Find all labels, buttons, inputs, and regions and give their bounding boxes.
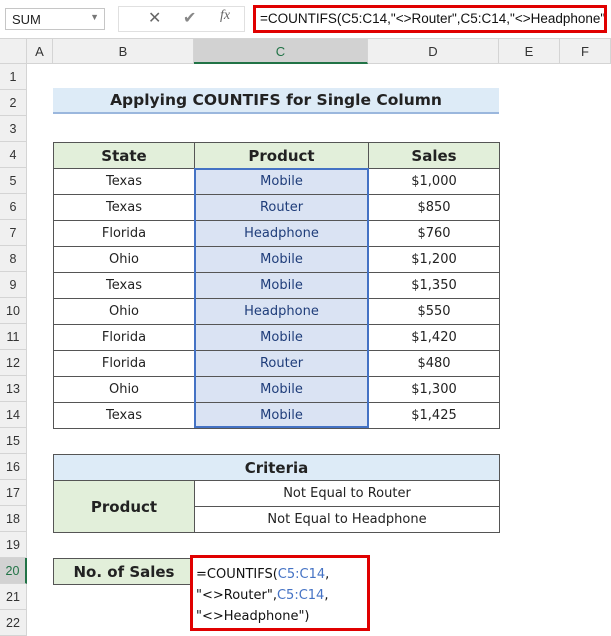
row-header-11[interactable]: 11	[0, 324, 27, 350]
table-cell[interactable]: $850	[368, 194, 500, 221]
row-header-4[interactable]: 4	[0, 142, 27, 168]
table-cell[interactable]: Router	[194, 194, 369, 221]
criteria-header[interactable]: Criteria	[53, 454, 500, 481]
table-header-product[interactable]: Product	[194, 142, 369, 169]
cancel-icon[interactable]: ✕	[148, 10, 162, 27]
table-cell[interactable]: $1,300	[368, 376, 500, 403]
page-title: Applying COUNTIFS for Single Column	[53, 88, 499, 114]
criteria-value[interactable]: Not Equal to Router	[194, 480, 500, 507]
table-cell[interactable]: Ohio	[53, 298, 195, 325]
formula-input[interactable]: =COUNTIFS(C5:C14,"<>Router",C5:C14,"<>He…	[253, 5, 607, 33]
formula-buttons	[118, 6, 245, 32]
formula-text: ,	[324, 588, 329, 603]
row-header-6[interactable]: 6	[0, 194, 27, 220]
criteria-label[interactable]: Product	[53, 480, 195, 533]
column-header-A[interactable]: A	[27, 39, 53, 64]
row-header-2[interactable]: 2	[0, 90, 27, 116]
enter-icon[interactable]: ✔	[183, 10, 197, 27]
table-cell[interactable]: Mobile	[194, 168, 369, 195]
row-header-21[interactable]: 21	[0, 584, 27, 610]
row-header-16[interactable]: 16	[0, 454, 27, 480]
column-header-C[interactable]: C	[194, 39, 368, 64]
column-header-B[interactable]: B	[53, 39, 194, 64]
row-header-3[interactable]: 3	[0, 116, 27, 142]
formula-reference: C5:C14	[276, 588, 325, 603]
table-cell[interactable]: Texas	[53, 272, 195, 299]
row-header-1[interactable]: 1	[0, 64, 27, 90]
row-header-22[interactable]: 22	[0, 610, 27, 636]
row-header-14[interactable]: 14	[0, 402, 27, 428]
row-header-15[interactable]: 15	[0, 428, 27, 454]
table-cell[interactable]: $1,200	[368, 246, 500, 273]
table-cell[interactable]: Mobile	[194, 402, 369, 429]
table-cell[interactable]: Mobile	[194, 246, 369, 273]
row-header-19[interactable]: 19	[0, 532, 27, 558]
table-header-state[interactable]: State	[53, 142, 195, 169]
insert-function-icon[interactable]: fx	[220, 8, 231, 23]
table-cell[interactable]: Headphone	[194, 298, 369, 325]
criteria-value[interactable]: Not Equal to Headphone	[194, 506, 500, 533]
row-header-7[interactable]: 7	[0, 220, 27, 246]
table-header-sales[interactable]: Sales	[368, 142, 500, 169]
formula-text: ,	[325, 567, 330, 582]
table-cell[interactable]: Mobile	[194, 324, 369, 351]
table-cell[interactable]: $480	[368, 350, 500, 377]
row-header-8[interactable]: 8	[0, 246, 27, 272]
formula-reference: C5:C14	[277, 567, 326, 582]
table-cell[interactable]: Mobile	[194, 272, 369, 299]
table-cell[interactable]: $1,425	[368, 402, 500, 429]
row-header-18[interactable]: 18	[0, 506, 27, 532]
column-header-D[interactable]: D	[368, 39, 499, 64]
table-cell[interactable]: $1,350	[368, 272, 500, 299]
table-cell[interactable]: $1,000	[368, 168, 500, 195]
row-header-12[interactable]: 12	[0, 350, 27, 376]
cell-editor[interactable]: =COUNTIFS(C5:C14, "<>Router",C5:C14, "<>He…	[190, 555, 370, 631]
formula-bar: SUM ▼ ✕ ✔ fx =COUNTIFS(C5:C14,"<>Router",…	[0, 0, 611, 39]
select-all-button[interactable]	[0, 39, 27, 64]
formula-text: "<>Router",	[196, 588, 277, 603]
table-cell[interactable]: Ohio	[53, 376, 195, 403]
row-header-9[interactable]: 9	[0, 272, 27, 298]
table-cell[interactable]: Mobile	[194, 376, 369, 403]
table-cell[interactable]: Florida	[53, 324, 195, 351]
result-label[interactable]: No. of Sales	[53, 558, 195, 585]
table-cell[interactable]: Headphone	[194, 220, 369, 247]
table-cell[interactable]: Texas	[53, 168, 195, 195]
row-header-10[interactable]: 10	[0, 298, 27, 324]
formula-text: =COUNTIFS(	[196, 567, 278, 582]
table-cell[interactable]: $1,420	[368, 324, 500, 351]
table-cell[interactable]: Texas	[53, 194, 195, 221]
table-cell[interactable]: Texas	[53, 402, 195, 429]
table-cell[interactable]: Florida	[53, 350, 195, 377]
table-cell[interactable]: Florida	[53, 220, 195, 247]
row-header-13[interactable]: 13	[0, 376, 27, 402]
row-header-17[interactable]: 17	[0, 480, 27, 506]
column-header-E[interactable]: E	[499, 39, 560, 64]
name-box[interactable]: SUM ▼	[5, 8, 105, 30]
table-cell[interactable]: $760	[368, 220, 500, 247]
table-cell[interactable]: Router	[194, 350, 369, 377]
column-header-F[interactable]: F	[560, 39, 611, 64]
row-header-5[interactable]: 5	[0, 168, 27, 194]
chevron-down-icon[interactable]: ▼	[90, 12, 99, 22]
formula-text: "<>Headphone")	[196, 609, 310, 624]
table-cell[interactable]: $550	[368, 298, 500, 325]
row-header-20[interactable]: 20	[0, 558, 27, 584]
table-cell[interactable]: Ohio	[53, 246, 195, 273]
